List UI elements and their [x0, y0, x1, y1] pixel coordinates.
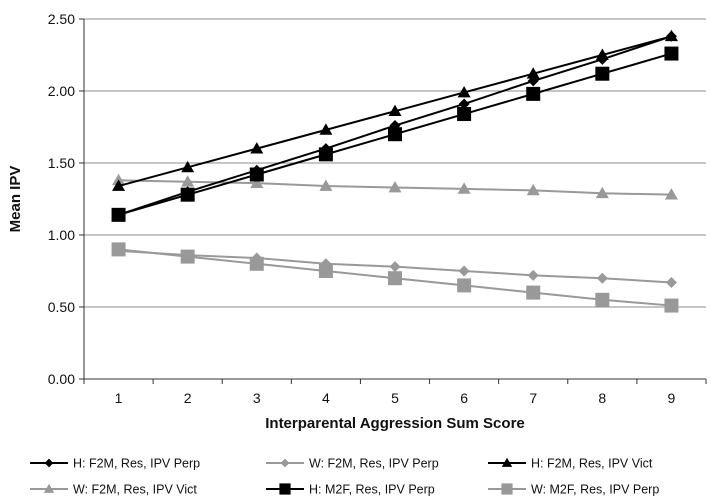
data-point: [180, 187, 195, 202]
legend-marker: [280, 458, 290, 468]
x-tick-label: 1: [115, 390, 123, 406]
y-tick-label: 2.00: [48, 83, 75, 99]
legend-marker: [501, 457, 513, 467]
legend-marker: [279, 483, 291, 495]
data-point: [250, 142, 264, 154]
data-point: [458, 98, 470, 110]
data-point: [181, 175, 195, 187]
data-point: [458, 265, 470, 277]
data-point: [388, 180, 402, 193]
data-point: [111, 207, 126, 222]
legend-item: W: F2M, Res, IPV Perp: [266, 457, 439, 471]
data-point: [596, 272, 608, 284]
legend-label: W: M2F, Res, IPV Perp: [531, 483, 659, 497]
x-tick-labels: 1 2 3 4 5 6 7 8 9: [83, 379, 707, 406]
data-point: [595, 292, 610, 307]
data-point: [527, 269, 539, 281]
data-point: [457, 85, 471, 98]
legend: H: F2M, Res, IPV Perp W: F2M, Res, IPV Pe…: [30, 457, 659, 497]
data-point: [595, 48, 609, 60]
data-point: [457, 182, 471, 194]
data-point: [664, 298, 679, 313]
y-axis-title: Mean IPV: [7, 166, 24, 233]
data-point: [249, 256, 264, 271]
data-point: [389, 261, 401, 273]
data-point: [457, 107, 472, 122]
data-point: [181, 160, 195, 173]
series-4: [112, 173, 678, 200]
x-tick-label: 9: [668, 390, 676, 406]
x-tick-label: 7: [529, 390, 537, 406]
y-tick-label: 0.50: [48, 299, 75, 315]
x-tick-label: 3: [253, 390, 261, 406]
x-tick-label: 5: [391, 390, 399, 406]
legend-marker: [501, 483, 513, 495]
data-point: [457, 278, 472, 293]
data-point: [388, 127, 402, 142]
y-tick-labels: 0.00 0.50 1.00 1.50 2.00 2.50: [48, 11, 84, 387]
series-3: [112, 29, 678, 191]
data-point: [318, 264, 333, 278]
data-point: [112, 173, 126, 186]
data-point: [180, 249, 195, 264]
y-tick-label: 1.00: [48, 227, 75, 243]
axes: [83, 19, 706, 380]
data-point: [112, 179, 126, 191]
series-layer: [111, 29, 679, 313]
x-tick-label: 8: [598, 390, 606, 406]
legend-item: W: F2M, Res, IPV Vict: [30, 483, 197, 497]
legend-label: H: M2F, Res, IPV Perp: [309, 483, 435, 497]
data-point: [665, 277, 677, 289]
legend-item: H: M2F, Res, IPV Perp: [266, 483, 435, 497]
data-point: [250, 176, 264, 189]
data-point: [388, 104, 402, 117]
legend-label: H: F2M, Res, IPV Perp: [73, 457, 200, 471]
data-point: [595, 186, 609, 199]
data-point: [526, 86, 541, 101]
legend-label: W: F2M, Res, IPV Perp: [309, 457, 439, 471]
data-point: [249, 167, 264, 182]
data-point: [664, 29, 678, 42]
data-point: [526, 285, 541, 300]
data-point: [388, 271, 402, 286]
data-point: [664, 46, 679, 61]
data-point: [595, 66, 610, 81]
x-tick-label: 6: [460, 390, 468, 406]
x-tick-label: 2: [184, 390, 192, 406]
data-point: [318, 147, 333, 162]
data-point: [526, 67, 540, 79]
legend-item: H: F2M, Res, IPV Perp: [30, 457, 200, 471]
x-axis-title: Interparental Aggression Sum Score: [265, 415, 525, 432]
data-point: [319, 123, 333, 135]
legend-label: H: F2M, Res, IPV Vict: [531, 457, 653, 471]
legend-label: W: F2M, Res, IPV Vict: [73, 483, 197, 497]
data-point: [111, 242, 126, 257]
series-5: [111, 46, 679, 222]
data-point: [319, 179, 333, 191]
legend-item: W: M2F, Res, IPV Perp: [488, 483, 659, 497]
series-6: [111, 242, 679, 313]
legend-marker: [44, 458, 54, 468]
data-point: [664, 188, 678, 200]
y-tick-label: 2.50: [48, 11, 75, 27]
legend-item: H: F2M, Res, IPV Vict: [488, 457, 653, 471]
x-tick-label: 4: [322, 390, 330, 406]
y-tick-label: 0.00: [48, 371, 75, 387]
legend-marker: [43, 483, 55, 493]
data-point: [526, 183, 540, 196]
y-tick-label: 1.50: [48, 155, 75, 171]
